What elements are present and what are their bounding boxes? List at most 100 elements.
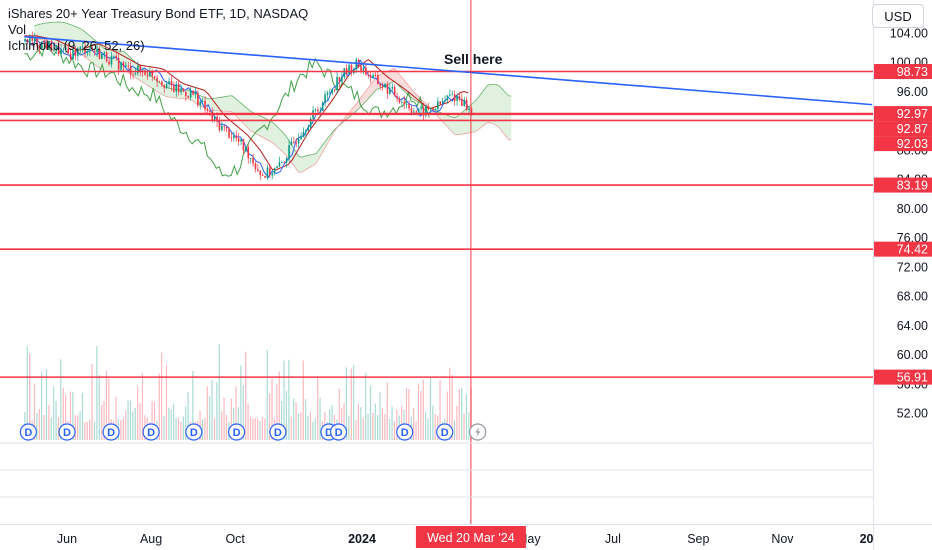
volume-bar xyxy=(105,371,108,440)
candle xyxy=(403,96,406,110)
candle-body xyxy=(43,41,46,44)
candle xyxy=(177,79,180,96)
cloud-segment xyxy=(232,95,236,115)
price-level-label-text: 98.73 xyxy=(897,65,928,79)
dividend-marker[interactable]: D xyxy=(185,423,203,441)
price-axis-separator xyxy=(873,0,874,550)
volume-bar xyxy=(276,384,278,440)
ichimoku-indicator-label[interactable]: Ichimoku (9, 26, 52, 26) xyxy=(8,38,145,53)
cloud-segment xyxy=(454,116,458,135)
cloud-segment xyxy=(238,100,242,122)
volume-bar xyxy=(468,412,470,440)
candle xyxy=(185,91,187,102)
candle-body xyxy=(201,100,204,102)
dividend-marker[interactable]: D xyxy=(329,423,348,441)
dividend-marker[interactable]: D xyxy=(436,423,454,441)
cloud-segment xyxy=(229,95,233,112)
candle xyxy=(350,63,353,77)
volume-bar xyxy=(48,405,50,440)
volume-indicator-label[interactable]: Vol xyxy=(8,22,27,37)
candle-body xyxy=(132,74,134,76)
volume-bar xyxy=(266,349,268,440)
dividend-marker[interactable]: D xyxy=(269,423,287,441)
symbol-title[interactable]: iShares 20+ Year Treasury Bond ETF, 1D, … xyxy=(8,6,309,21)
volume-bar xyxy=(62,387,64,440)
candle xyxy=(60,43,62,58)
cloud-segment xyxy=(355,101,359,112)
candle-body xyxy=(189,90,192,98)
dividend-marker-circle xyxy=(269,423,287,441)
volume-bar xyxy=(41,371,43,440)
volume-bar xyxy=(314,418,316,440)
candle-body xyxy=(223,125,226,127)
price-axis-tick-label: 60.00 xyxy=(897,348,928,362)
candle xyxy=(427,102,430,111)
candle xyxy=(458,93,461,102)
dividend-marker[interactable]: D xyxy=(102,423,120,441)
candle xyxy=(468,106,470,113)
candle-body xyxy=(144,71,146,76)
candle xyxy=(314,107,317,113)
candle xyxy=(228,127,230,139)
time-axis-separator xyxy=(0,524,932,525)
dividend-marker[interactable]: D xyxy=(19,423,38,441)
candle-body xyxy=(281,162,283,163)
volume-bar xyxy=(108,378,110,440)
volume-bar xyxy=(422,379,424,440)
price-level-label-bg xyxy=(873,241,932,257)
volume-bar xyxy=(33,383,36,440)
volume-bar xyxy=(69,391,72,440)
lightning-icon[interactable] xyxy=(469,423,487,441)
sell-here-annotation[interactable]: Sell here xyxy=(444,51,503,67)
candle-body xyxy=(168,81,170,85)
dividend-marker[interactable]: D xyxy=(227,423,246,441)
cloud-segment xyxy=(169,88,173,98)
cloud-segment xyxy=(46,22,50,42)
dividend-marker-circle xyxy=(58,423,76,441)
candle-body xyxy=(228,128,230,138)
volume-bar xyxy=(127,400,129,440)
candle-body xyxy=(74,49,77,56)
candle xyxy=(461,93,463,107)
cloud-segment xyxy=(448,115,452,132)
candle xyxy=(295,138,298,148)
candle xyxy=(302,127,305,138)
candle xyxy=(451,90,454,96)
candle xyxy=(127,61,130,71)
candle xyxy=(24,38,26,45)
volume-bar xyxy=(264,418,266,440)
candle-body xyxy=(336,76,338,90)
currency-button[interactable]: USD xyxy=(872,4,924,28)
candle-body xyxy=(307,127,310,131)
candle xyxy=(307,124,310,132)
cloud-segment xyxy=(154,78,158,92)
candle xyxy=(437,97,439,115)
price-axis-tick-label: 64.00 xyxy=(897,319,928,333)
volume-bar xyxy=(309,412,312,440)
candle-body xyxy=(187,96,190,98)
cloud-segment xyxy=(40,23,44,41)
volume-bar xyxy=(386,382,388,440)
volume-bar xyxy=(115,396,117,440)
candle-body xyxy=(29,36,31,43)
dividend-marker[interactable]: D xyxy=(396,423,414,441)
volume-bar xyxy=(297,414,300,440)
candle xyxy=(170,76,173,92)
cloud-segment xyxy=(67,23,71,49)
candle xyxy=(264,175,266,179)
volume-bar xyxy=(240,365,242,440)
candle xyxy=(67,43,70,54)
candle-body xyxy=(463,99,466,106)
candle-body xyxy=(305,130,307,132)
candle-body xyxy=(156,77,158,82)
dividend-marker[interactable]: D xyxy=(142,423,160,441)
volume-bars xyxy=(24,344,472,440)
candle xyxy=(153,76,156,80)
volume-bar xyxy=(405,387,408,440)
volume-bar xyxy=(218,344,220,440)
candle xyxy=(79,45,82,54)
volume-bar xyxy=(362,418,364,440)
dividend-marker[interactable]: D xyxy=(58,423,76,441)
